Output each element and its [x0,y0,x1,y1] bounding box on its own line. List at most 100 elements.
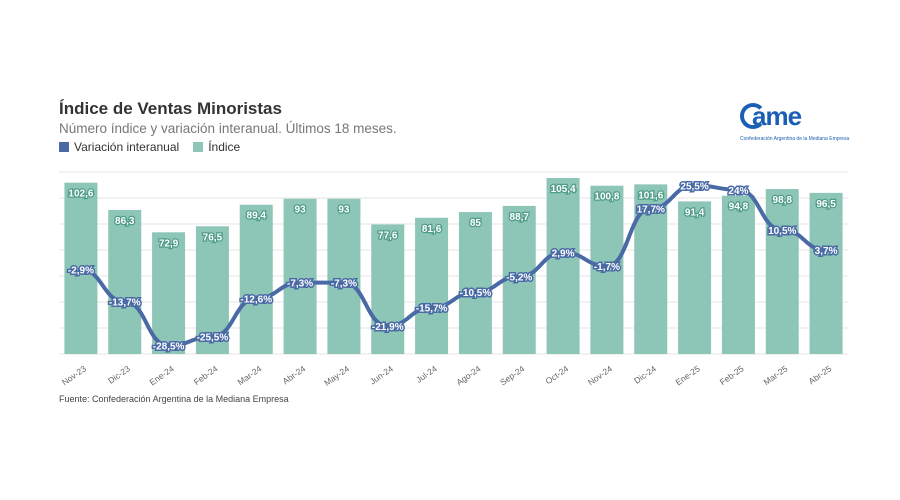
variation-point [779,226,786,233]
bar-value-label: 91,4 [685,207,705,218]
bar-value-label: 105,4 [551,184,576,195]
variation-point [428,304,435,311]
bar [415,217,449,354]
legend-swatch-line [59,142,69,152]
bar [546,178,580,354]
variation-point [472,289,479,296]
variation-point-label: -7,3% [287,279,313,290]
variation-point-label: 25,5% [680,181,708,192]
bar-value-label: 76,5 [203,232,223,243]
bar [239,204,273,354]
bar-value-label: 77,6 [378,230,398,241]
x-tick-label: Feb-25 [718,363,746,387]
variation-point-label: -12,6% [240,294,272,305]
variation-point-label: -7,3% [331,279,357,290]
variation-point [603,263,610,270]
variation-point-label: -1,7% [594,262,620,273]
variation-point-label: -25,5% [197,333,229,344]
x-tick-label: Oct-24 [544,363,571,386]
bar [371,224,405,354]
variation-point-label: 3,7% [815,246,838,257]
variation-point-label: -2,9% [68,266,94,277]
x-tick-label: Feb-24 [192,363,220,387]
bar-labels: 102,6 86,3 72,9 76,5 89,4 93 93 77,6 81,6 85 88,7 1… [67,183,837,251]
variation-point [340,279,347,286]
point-labels: -2,9% -13,7% -28,5% -25,5% -12,6% -7,3% -7,3% -… [66,180,839,354]
x-tick-label: Mar-25 [762,363,790,387]
source-note: Fuente: Confederación Argentina de la Me… [59,394,289,404]
bar-value-label: 89,4 [247,211,267,222]
variation-line [80,183,827,348]
variation-point [253,295,260,302]
legend-swatch-bar [193,142,204,152]
x-tick-label: Sep-24 [498,363,526,387]
legend-item-bar[interactable]: Índice [193,140,240,154]
bar [809,192,843,354]
variation-point-label: -21,9% [372,322,404,333]
bar-value-label: 85 [470,218,482,229]
logo-word: ame [752,101,802,131]
bar-value-label: 96,5 [816,199,836,210]
bar [458,212,492,354]
variation-point-label: -10,5% [460,288,492,299]
logo-c-mark [740,103,766,129]
x-axis-ticks: Nov-23 Dic-23 Ene-24 Feb-24 Mar-24 Abr-24 May-… [60,363,834,388]
x-tick-label: Ago-24 [454,363,482,387]
variation-point [384,322,391,329]
bar-value-label: 93 [338,205,350,216]
variation-point [77,266,84,273]
bar-value-label: 102,6 [68,189,93,200]
variation-line-path [80,183,827,348]
x-tick-label: Nov-23 [60,363,88,387]
variation-point [297,279,304,286]
legend-label-line: Variación interanual [74,140,180,154]
variation-point [516,273,523,280]
bar [765,189,799,354]
variation-point [209,333,216,340]
bars [64,178,843,354]
variation-point [165,342,172,349]
variation-point [735,186,742,193]
bar-value-label: 98,8 [773,195,793,206]
bar [721,195,755,354]
gridlines [59,171,848,355]
came-logo: ame Confederación Argentina de la Median… [740,101,850,145]
x-tick-label: Abr-24 [281,363,308,386]
variation-point [121,298,128,305]
bar-value-label: 81,6 [422,224,442,235]
variation-point-label: 24% [728,186,748,197]
x-tick-label: Mar-24 [236,363,264,387]
legend: Variación interanual Índice [59,140,254,154]
x-tick-label: Ene-25 [674,363,702,387]
variation-points [77,182,830,349]
legend-label-bar: Índice [208,140,241,154]
chart-subtitle: Número índice y variación interanual. Úl… [59,121,397,136]
bar-value-label: 72,9 [159,238,179,249]
x-tick-label: Nov-24 [586,363,614,387]
bar [152,232,186,354]
bar-value-label: 86,3 [115,216,135,227]
x-tick-label: Abr-25 [807,363,834,386]
bar-value-label: 100,8 [594,192,619,203]
x-tick-label: Jun-24 [368,363,395,386]
legend-item-line[interactable]: Variación interanual [59,140,179,154]
x-tick-label: Jul-24 [414,363,439,385]
variation-point [823,247,830,254]
variation-point-label: -5,2% [506,272,532,283]
variation-point [691,182,698,189]
x-tick-label: Ene-24 [148,363,176,387]
variation-point-label: -15,7% [416,304,448,315]
bar [108,209,142,354]
chart-title: Índice de Ventas Minoristas [59,99,282,118]
bar [327,198,361,354]
logo-tagline: Confederación Argentina de la Mediana Em… [740,136,850,142]
variation-point-label: -13,7% [109,298,141,309]
variation-point-label: -28,5% [153,342,185,353]
x-tick-label: Dic-24 [632,363,658,385]
bar [283,198,317,354]
variation-point [647,205,654,212]
x-tick-label: May-24 [322,363,351,388]
bar-value-label: 93 [295,205,307,216]
bar [678,201,712,354]
